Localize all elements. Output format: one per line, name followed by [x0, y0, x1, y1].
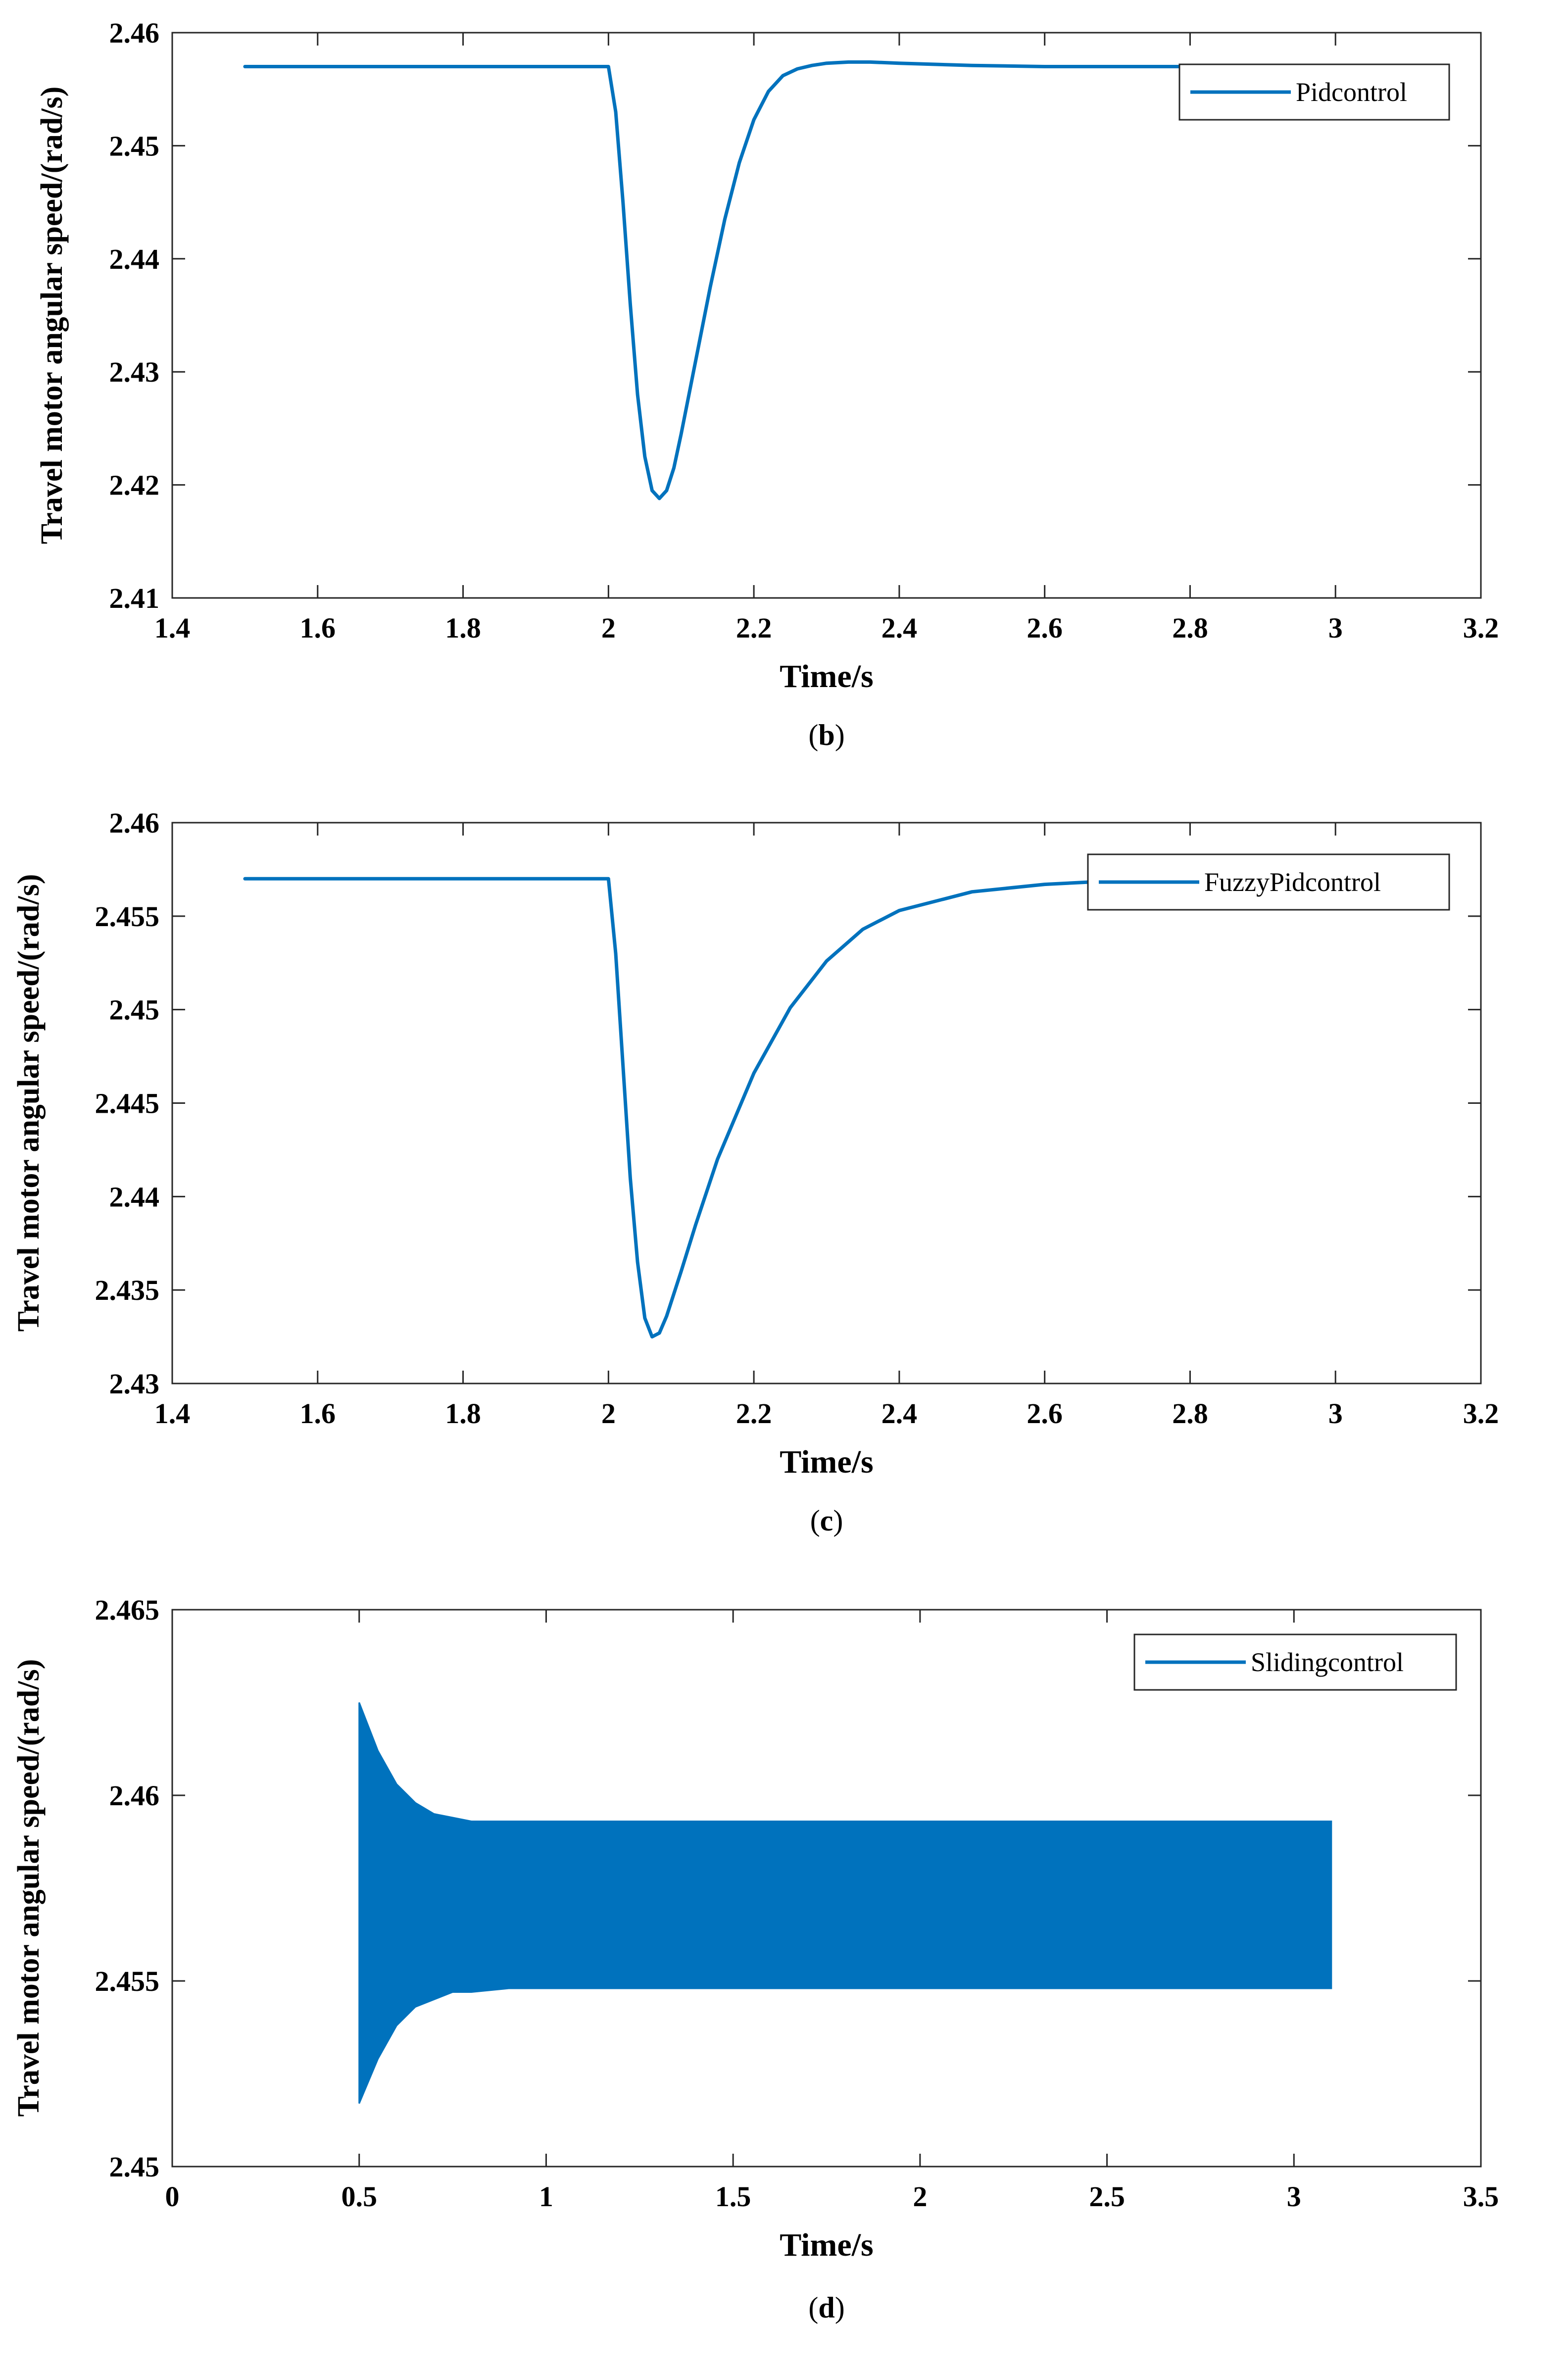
y-tick-label: 2.435 — [95, 1274, 160, 1306]
x-tick-label: 1 — [539, 2180, 553, 2213]
x-tick-label: 3.2 — [1463, 1397, 1499, 1430]
series-line-Pidcontrol — [243, 60, 1410, 500]
plot-frame — [171, 822, 1482, 1384]
y-tick-label: 2.43 — [109, 356, 160, 388]
y-axis-label: Travel motor angular speed/(rad/s) — [12, 1659, 46, 2117]
panel-paren-open: ( — [808, 719, 818, 751]
x-tick-label: 3 — [1328, 612, 1343, 644]
x-tick-label: 0.5 — [341, 2180, 377, 2213]
chart-panel-b: 1.4 1.6 1.8 2 2.2 2.4 2.6 2.8 3 3.2 2.41 2.42 2.43 2.… — [35, 17, 1499, 751]
plot-frame — [171, 32, 1482, 599]
x-axis-label: Time/s — [780, 658, 873, 694]
y-axis-label: Travel motor angular speed/(rad/s) — [35, 87, 69, 544]
panel-paren-open: ( — [810, 1504, 820, 1537]
panel-paren-open: ( — [808, 2291, 818, 2324]
y-tick-label: 2.465 — [95, 1594, 160, 1626]
y-tick-label: 2.455 — [95, 1965, 160, 1997]
x-tick-label: 1.4 — [154, 1397, 191, 1430]
chart-panel-d: 0 0.5 1 1.5 2 2.5 3 3.5 2.45 2.455 2.46 2.465 Time/s… — [12, 1594, 1499, 2324]
x-tick-label: 1.8 — [445, 1397, 481, 1430]
x-tick-label: 2 — [601, 1397, 616, 1430]
y-tick-label: 2.43 — [109, 1368, 160, 1400]
x-axis-label: Time/s — [780, 1444, 873, 1480]
x-tick-label: 2.4 — [882, 612, 918, 644]
panel-letter: d — [818, 2291, 834, 2324]
x-tick-label: 2.2 — [736, 612, 772, 644]
x-tick-label: 2 — [601, 612, 616, 644]
x-tick-label: 3.2 — [1463, 612, 1499, 644]
x-tick-label: 1.8 — [445, 612, 481, 644]
legend-label: Pidcontrol — [1296, 77, 1407, 107]
x-tick-label: 2.6 — [1027, 612, 1063, 644]
panel-label: (c) — [810, 1504, 843, 1537]
x-tick-label: 2 — [913, 2180, 927, 2213]
x-tick-label: 2.2 — [736, 1397, 772, 1430]
x-tick-label: 2.8 — [1172, 612, 1208, 644]
panel-paren-close: ) — [833, 1504, 843, 1537]
y-tick-label: 2.44 — [109, 243, 160, 275]
x-tick-label: 3 — [1287, 2180, 1301, 2213]
y-tick-label: 2.45 — [109, 130, 160, 162]
panel-letter: c — [820, 1504, 833, 1537]
x-axis-label: Time/s — [780, 2227, 873, 2263]
x-tick-label: 2.4 — [882, 1397, 918, 1430]
chart-panel-c: 1.4 1.6 1.8 2 2.2 2.4 2.6 2.8 3 3.2 2.43 2.435 2.44 2… — [12, 807, 1499, 1537]
y-tick-label: 2.46 — [109, 1779, 160, 1812]
panel-paren-close: ) — [835, 2291, 845, 2324]
x-tick-label: 2.8 — [1172, 1397, 1208, 1430]
y-tick-label: 2.44 — [109, 1181, 160, 1213]
series-band-Slidingcontrol — [358, 1702, 1332, 2104]
x-tick-label: 1.4 — [154, 612, 191, 644]
y-tick-label: 2.45 — [109, 2151, 160, 2183]
panel-label: (d) — [808, 2291, 844, 2324]
x-tick-label: 1.6 — [300, 612, 336, 644]
y-tick-label: 2.445 — [95, 1087, 160, 1120]
x-tick-label: 3.5 — [1463, 2180, 1499, 2213]
y-tick-label: 2.46 — [109, 17, 160, 49]
x-tick-label: 3 — [1328, 1397, 1343, 1430]
y-tick-label: 2.45 — [109, 994, 160, 1026]
panel-label: (b) — [808, 719, 844, 751]
x-tick-label: 1.6 — [300, 1397, 336, 1430]
y-tick-label: 2.455 — [95, 900, 160, 933]
x-tick-label: 2.5 — [1089, 2180, 1125, 2213]
x-tick-label: 0 — [165, 2180, 180, 2213]
x-tick-label: 1.5 — [715, 2180, 751, 2213]
legend-label: Slidingcontrol — [1251, 1647, 1404, 1677]
y-axis-label: Travel motor angular speed/(rad/s) — [12, 874, 46, 1332]
y-tick-label: 2.41 — [109, 582, 160, 614]
y-tick-label: 2.42 — [109, 469, 160, 501]
panel-paren-close: ) — [835, 719, 845, 751]
y-tick-label: 2.46 — [109, 807, 160, 839]
panel-letter: b — [818, 719, 834, 751]
x-tick-label: 2.6 — [1027, 1397, 1063, 1430]
legend-label: FuzzyPidcontrol — [1204, 867, 1381, 897]
